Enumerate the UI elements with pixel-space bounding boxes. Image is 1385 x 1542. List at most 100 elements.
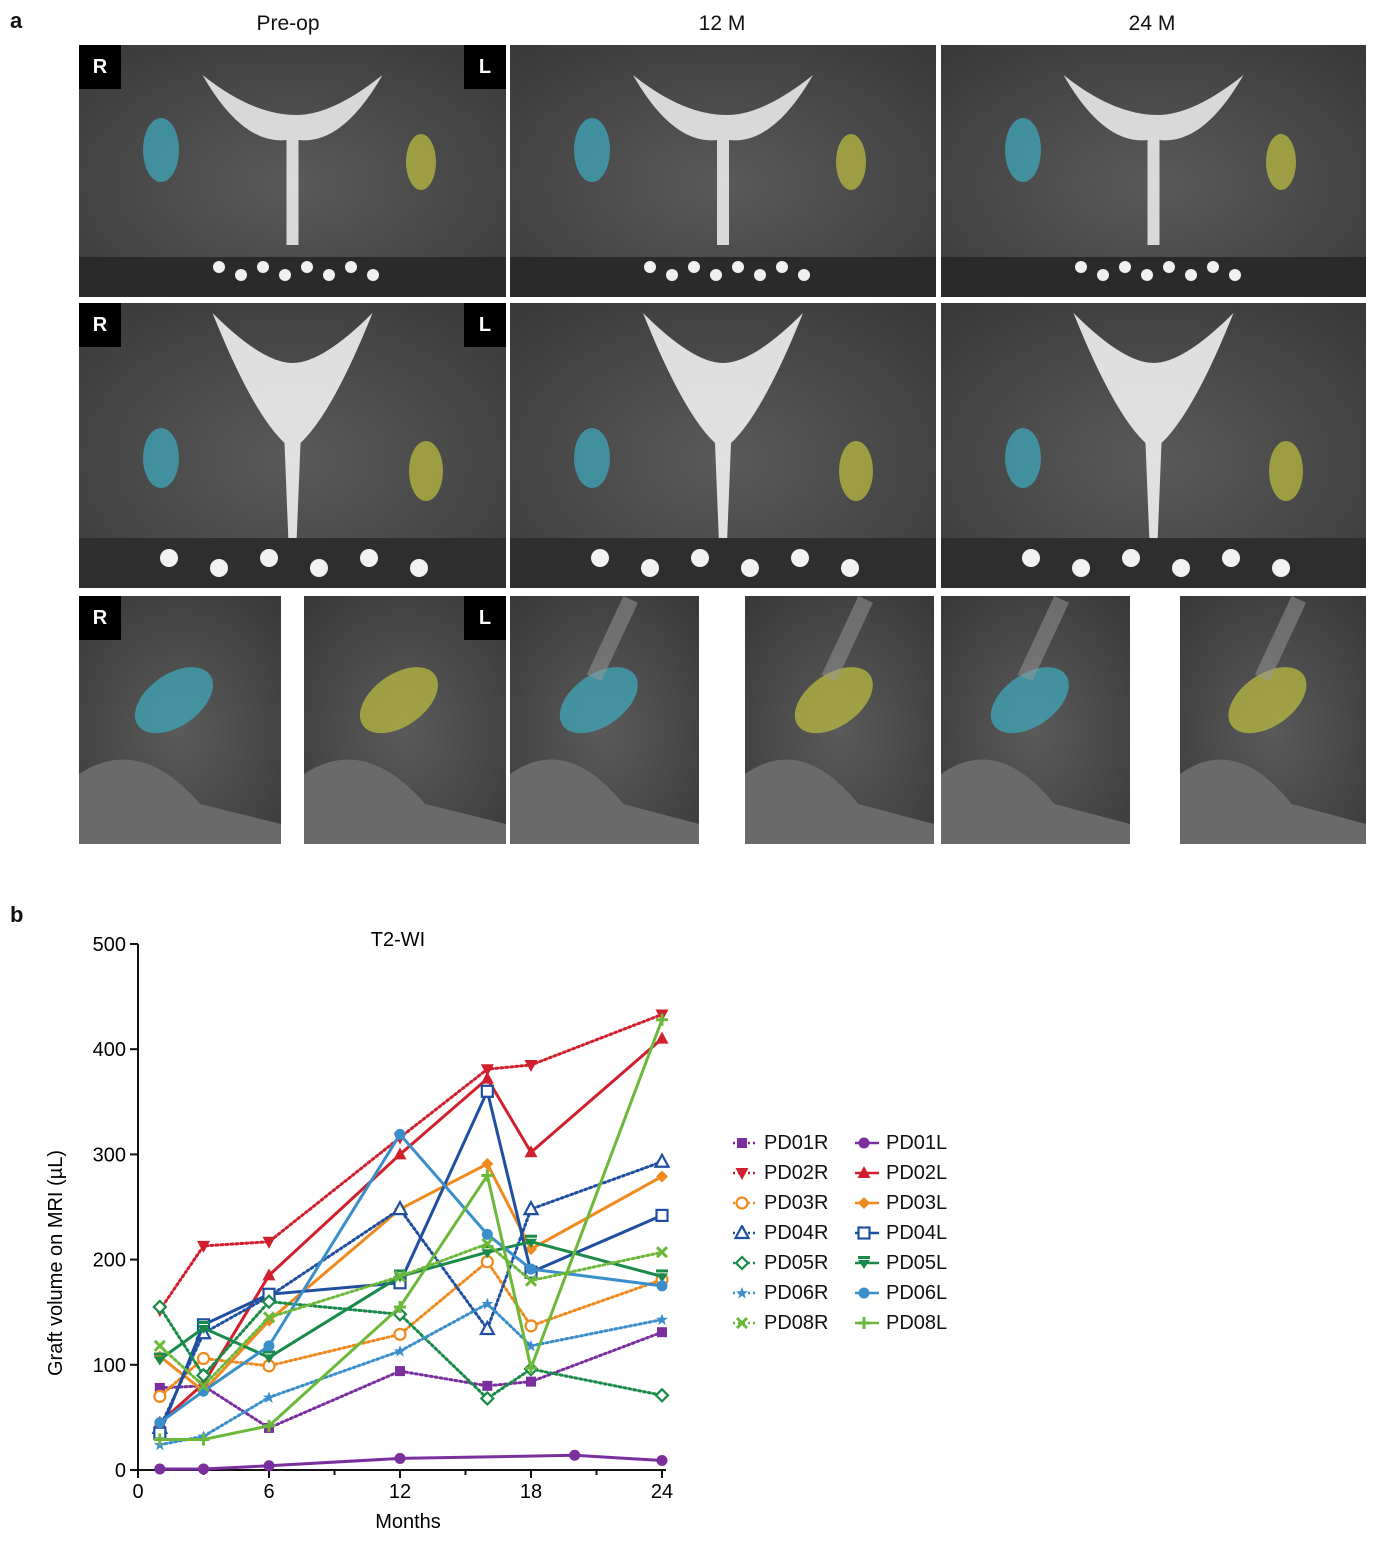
mri-scan-tile	[941, 303, 1366, 588]
data-point-marker	[524, 1274, 538, 1287]
legend-label: PD01R	[764, 1131, 829, 1154]
data-point-marker	[393, 1270, 407, 1283]
series-pd03r	[153, 1255, 669, 1403]
y-tick-label: 100	[93, 1355, 126, 1377]
legend-swatch-icon	[855, 1197, 879, 1209]
series-pd04r	[151, 1152, 671, 1435]
legend-swatch-icon	[855, 1137, 879, 1149]
graft-volume-chart: T2-WI Graft volume on MRI (µL) Months 0 1…	[45, 929, 673, 1533]
series-line	[158, 1453, 664, 1471]
data-point-marker	[656, 1280, 668, 1292]
series-pd08l	[153, 1013, 668, 1446]
legend-swatch-icon	[733, 1316, 757, 1330]
left-side-tag: L	[464, 45, 506, 89]
data-point-marker	[657, 1327, 667, 1338]
series-line	[158, 1086, 664, 1435]
data-point-marker	[525, 1339, 537, 1352]
data-point-marker	[197, 1379, 210, 1392]
legend-label: PD06R	[764, 1281, 829, 1304]
data-point-marker	[656, 1269, 668, 1283]
right-side-tag: R	[79, 303, 121, 347]
data-point-marker	[393, 1147, 407, 1160]
series-line	[158, 1037, 664, 1425]
data-point-marker	[154, 1382, 165, 1393]
data-point-marker	[656, 1013, 668, 1026]
data-point-marker	[198, 1463, 209, 1475]
legend-label: PD05R	[764, 1251, 829, 1274]
legend-label: PD04R	[764, 1221, 829, 1244]
legend-item-pd04r: PD04R	[732, 1218, 828, 1248]
legend-label: PD02R	[764, 1161, 829, 1184]
data-point-marker	[153, 1389, 167, 1403]
series-pd06l	[154, 1128, 668, 1429]
data-point-marker	[394, 1452, 406, 1464]
legend-label: PD08L	[886, 1311, 948, 1334]
data-point-marker	[481, 1157, 494, 1170]
y-tick-label: 300	[93, 1144, 126, 1166]
x-tick-label: 0	[132, 1481, 143, 1503]
data-point-marker	[655, 1031, 669, 1044]
data-point-marker	[481, 1228, 493, 1240]
y-tick-label: 400	[93, 1039, 126, 1061]
legend-item-pd05l: PD05L	[854, 1248, 947, 1278]
mri-scan-tile	[941, 596, 1130, 844]
mri-scan-tile	[510, 303, 936, 588]
panel-a-letter: a	[10, 8, 23, 33]
left-side-tag: L	[464, 596, 506, 640]
left-side-tag: L	[464, 303, 506, 347]
data-point-marker	[196, 1351, 211, 1366]
series-line	[158, 1018, 664, 1441]
legend-label: PD01L	[886, 1131, 948, 1154]
series-pd02l	[153, 1031, 669, 1428]
data-point-marker	[263, 1314, 275, 1327]
data-point-marker	[394, 1128, 406, 1140]
data-point-marker	[261, 1294, 277, 1310]
data-point-marker	[656, 1170, 668, 1183]
legend-item-pd06r: PD06R	[732, 1278, 828, 1308]
data-point-marker	[195, 1367, 212, 1383]
x-tick-label: 12	[389, 1481, 411, 1503]
legend-item-pd08r: PD08R	[732, 1308, 828, 1338]
mri-scan-tile: L	[304, 596, 506, 844]
x-tick-label: 24	[651, 1481, 673, 1503]
data-point-marker	[480, 1064, 494, 1077]
legend-swatch-icon	[733, 1225, 757, 1240]
column-title-12m: 12 M	[698, 12, 746, 35]
x-tick-label: 18	[520, 1481, 542, 1503]
data-point-marker	[655, 1246, 669, 1259]
data-point-marker	[197, 1320, 210, 1334]
right-side-tag: R	[79, 45, 121, 89]
legend-swatch-icon	[855, 1287, 879, 1299]
data-point-marker	[394, 1300, 406, 1313]
data-point-marker	[479, 1390, 495, 1407]
legend-swatch-icon	[733, 1138, 757, 1148]
data-point-marker	[481, 1237, 494, 1250]
data-point-marker	[263, 1460, 275, 1472]
legend-item-pd01l: PD01L	[854, 1128, 947, 1158]
data-point-marker	[153, 1433, 166, 1446]
data-point-marker	[526, 1376, 536, 1387]
column-title-preop: Pre-op	[256, 12, 320, 35]
data-point-marker	[524, 1059, 538, 1072]
data-point-marker	[263, 1350, 275, 1364]
data-point-marker	[656, 1455, 668, 1467]
data-point-marker	[655, 1208, 669, 1223]
data-point-marker	[478, 1319, 496, 1336]
data-point-marker	[656, 1313, 668, 1326]
data-point-marker	[525, 1243, 537, 1256]
data-point-marker	[525, 1361, 537, 1374]
data-point-marker	[395, 1366, 405, 1377]
mri-scan-tile	[1180, 596, 1366, 844]
data-point-marker	[263, 1340, 275, 1352]
data-point-marker	[153, 1352, 166, 1366]
x-tick-label: 6	[263, 1481, 274, 1503]
legend-item-pd06l: PD06L	[854, 1278, 947, 1308]
y-tick-label: 0	[115, 1460, 126, 1482]
data-point-marker	[263, 1419, 275, 1432]
series-pd01l	[154, 1449, 668, 1475]
right-side-tag: R	[79, 596, 121, 640]
data-point-marker	[480, 1071, 494, 1084]
data-point-marker	[480, 1084, 494, 1098]
legend-swatch-icon	[855, 1226, 879, 1240]
